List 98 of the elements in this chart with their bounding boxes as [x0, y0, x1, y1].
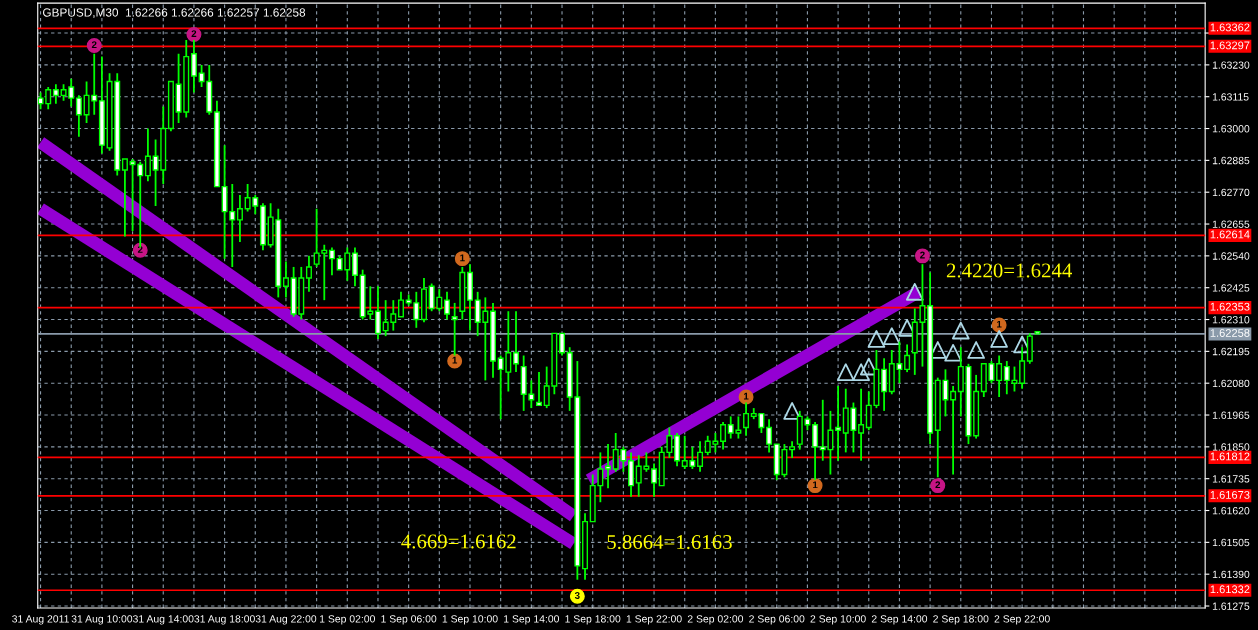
candlestick: [743, 401, 750, 437]
candlestick: [328, 246, 335, 277]
chart-title: GBPUSD,M30 1.62266 1.62266 1.62257 1.62258: [43, 8, 306, 19]
candlestick: [766, 418, 773, 454]
annotation: 2.4220=1.6244: [946, 263, 1072, 278]
candlestick: [835, 385, 842, 462]
candlestick: [190, 39, 197, 94]
y-tick-label: 1.62080: [1212, 379, 1250, 388]
candlestick: [451, 302, 458, 357]
x-tick-label: 2 Sep 22:00: [994, 615, 1050, 625]
x-tick-label: 1 Sep 06:00: [381, 615, 437, 625]
y-tick-label: 1.63000: [1212, 125, 1250, 133]
x-tick-label: 31 Aug 10:00: [71, 615, 133, 625]
x-tick-label: 31 Aug 22:00: [255, 615, 317, 625]
point: [852, 363, 870, 381]
x-tick-label: 31 Aug 2011: [12, 615, 69, 625]
candlestick: [950, 385, 957, 476]
annotation: 1: [452, 356, 458, 364]
candlestick: [351, 246, 358, 288]
annotation: 2: [935, 481, 941, 489]
point: [944, 343, 962, 362]
ref-line-label: 1.61812: [1210, 452, 1250, 461]
annotation: 1: [812, 481, 818, 489]
x-tick-label: 2 Sep 02:00: [687, 615, 744, 625]
y-tick-label: 1.63115: [1212, 93, 1249, 101]
candlestick: [720, 421, 727, 451]
candlestick: [236, 194, 243, 243]
y-tick-label: 1.62540: [1212, 252, 1250, 260]
point: [967, 341, 985, 359]
y-tick-label: 1.62885: [1212, 156, 1250, 165]
x-tick-label: 1 Sep 22:00: [626, 615, 682, 625]
x-tick-label: 31 Aug 14:00: [132, 615, 194, 625]
candlestick: [52, 83, 59, 105]
candlestick: [697, 440, 704, 473]
candlestick: [858, 387, 865, 462]
y-tick-label: 1.61735: [1212, 475, 1250, 483]
y-tick-label: 1.62655: [1212, 220, 1250, 228]
point: [783, 402, 801, 420]
annotation: 1: [743, 392, 749, 400]
candlestick: [75, 94, 82, 138]
point: [990, 330, 1008, 348]
candlestick: [443, 290, 450, 321]
ref-line-label: 1.62614: [1210, 230, 1250, 239]
x-tick-label: 31 Aug 18:00: [194, 615, 255, 625]
annotation: 5.8664=1.6163: [607, 535, 732, 550]
candlestick: [1019, 346, 1026, 390]
candlestick: [651, 462, 658, 498]
y-tick-label: 1.61620: [1212, 507, 1250, 515]
y-tick-label: 1.62310: [1212, 316, 1250, 324]
ref-line-label: 1.63297: [1210, 41, 1250, 50]
candlestick: [397, 290, 404, 318]
y-tick-label: 1.62425: [1212, 284, 1250, 292]
x-tick-label: 2 Sep 10:00: [810, 615, 866, 625]
candlestick: [536, 371, 543, 407]
point: [882, 327, 901, 345]
annotation: 1: [460, 254, 465, 262]
x-tick-label: 1 Sep 14:00: [504, 615, 560, 625]
x-tick-label: 1 Sep 18:00: [565, 615, 621, 625]
candlestick: [305, 254, 312, 293]
annotation: 2: [191, 30, 197, 37]
point: [867, 330, 886, 348]
ref-line-label: 1.63362: [1210, 23, 1250, 32]
x-tick-label: 1 Sep 02:00: [320, 615, 375, 625]
annotation: 1: [997, 320, 1002, 328]
x-tick-label: 2 Sep 18:00: [933, 615, 989, 625]
candlestick: [605, 443, 612, 490]
x-tick-label: 2 Sep 14:00: [871, 615, 928, 625]
candlestick: [881, 357, 888, 412]
candlestick: [121, 158, 128, 238]
x-tick-label: 2 Sep 06:00: [749, 615, 805, 625]
y-tick-label: 1.61965: [1212, 411, 1250, 419]
ref-line-label: 1.61332: [1210, 585, 1250, 594]
ref-line-label: 1.62258: [1210, 329, 1250, 337]
point: [951, 321, 970, 340]
x-tick-label: 1 Sep 10:00: [442, 615, 498, 625]
candlestick: [996, 354, 1003, 398]
ref-line-label: 1.62353: [1210, 302, 1250, 311]
y-tick-label: 1.61390: [1212, 570, 1250, 579]
point: [836, 363, 855, 381]
annotation: 3: [574, 592, 580, 599]
y-tick-label: 1.61505: [1212, 538, 1250, 547]
candlestick: [282, 260, 289, 299]
y-tick-label: 1.63230: [1212, 61, 1250, 69]
annotation: 4.669=1.6162: [401, 534, 516, 549]
annotation: 2: [920, 251, 925, 259]
annotation: 2: [91, 41, 97, 49]
y-tick-label: 1.62195: [1212, 347, 1250, 356]
y-tick-label: 1.62770: [1212, 188, 1250, 197]
candlestick: [559, 332, 566, 357]
y-tick-label: 1.61850: [1212, 443, 1250, 451]
candlestick: [374, 285, 381, 340]
y-tick-label: 1.61275: [1212, 602, 1250, 610]
candlestick: [513, 310, 520, 374]
candlestick: [904, 343, 911, 374]
candlestick: [812, 421, 819, 481]
point: [905, 283, 924, 301]
ref-line-label: 1.61673: [1210, 490, 1250, 499]
candlestick: [144, 127, 151, 183]
